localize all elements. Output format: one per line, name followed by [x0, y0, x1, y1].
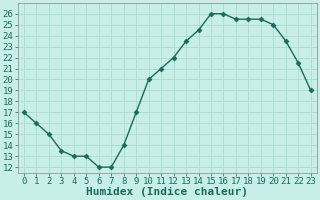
- X-axis label: Humidex (Indice chaleur): Humidex (Indice chaleur): [86, 187, 248, 197]
